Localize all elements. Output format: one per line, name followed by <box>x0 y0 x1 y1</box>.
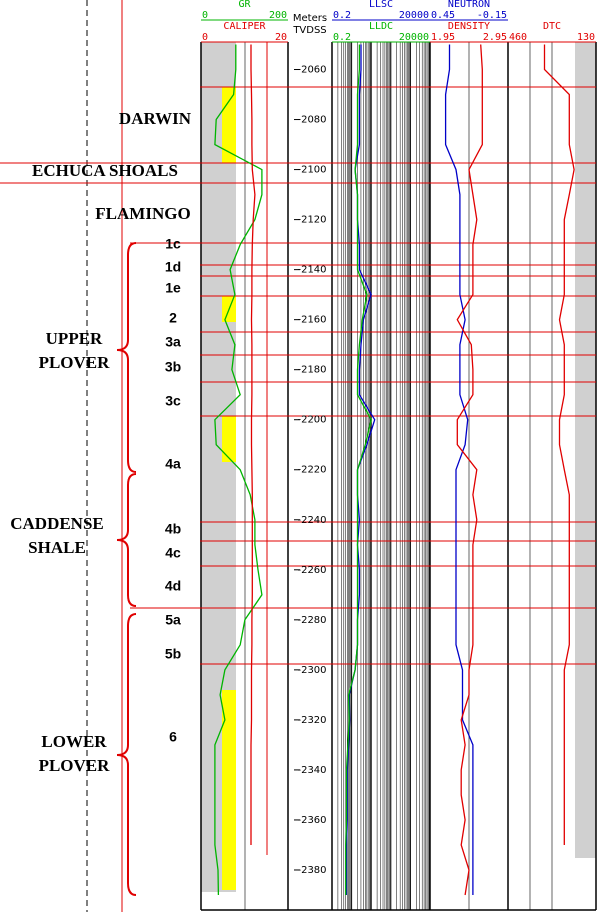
depth-label: -2240 <box>297 515 326 526</box>
zone-label: 3b <box>165 359 181 375</box>
scale-max: 2.95 <box>483 32 507 43</box>
depth-label: -2100 <box>297 165 326 176</box>
depth-label: -2300 <box>297 665 326 676</box>
zone-label: 4d <box>165 578 181 594</box>
depth-label: -2260 <box>297 565 326 576</box>
scale-max: 20000 <box>399 32 429 43</box>
curve-name: CALIPER <box>223 21 266 32</box>
zone-label: 2 <box>169 310 177 326</box>
depth-label: -2380 <box>297 865 326 876</box>
scale-min: 460 <box>509 32 527 43</box>
depth-unit: Meters <box>293 13 327 24</box>
curve-name: NEUTRON <box>448 0 490 10</box>
zone-label: 4b <box>165 521 181 537</box>
scale-min: 0 <box>202 10 208 21</box>
depth-label: -2080 <box>297 115 326 126</box>
curve <box>444 44 474 895</box>
scale-max: 20000 <box>399 10 429 21</box>
curve-name: DENSITY <box>448 21 490 32</box>
scale-min: 0.2 <box>333 10 351 21</box>
depth-label: -2200 <box>297 415 326 426</box>
formation-label: ECHUCA SHOALS <box>32 161 178 180</box>
curve <box>214 44 263 896</box>
zone-label: 6 <box>169 729 177 745</box>
formation-label: SHALE <box>28 538 86 557</box>
formation-label: FLAMINGO <box>95 204 190 223</box>
zone-label: 5b <box>165 646 181 662</box>
curve <box>250 44 256 845</box>
depth-label: -2060 <box>297 65 326 76</box>
sand-fill <box>222 690 236 890</box>
zone-label: 5a <box>165 612 181 628</box>
curve <box>345 44 372 895</box>
depth-label: -2320 <box>297 715 326 726</box>
scale-max: 130 <box>577 32 595 43</box>
depth-label: -2340 <box>297 765 326 776</box>
formation-label: PLOVER <box>39 353 111 372</box>
scale-max: 20 <box>275 32 287 43</box>
bracket <box>116 473 137 607</box>
depth-label: -2180 <box>297 365 326 376</box>
zone-label: 1d <box>165 259 181 275</box>
curve-name: LLDC <box>369 21 393 32</box>
depth-label: -2360 <box>297 815 326 826</box>
bracket <box>116 613 137 896</box>
formation-label: DARWIN <box>119 109 192 128</box>
formation-label: UPPER <box>46 329 103 348</box>
scale-max: 200 <box>269 10 287 21</box>
curve-name: GR <box>238 0 251 10</box>
bracket <box>116 242 137 473</box>
formation-label: PLOVER <box>39 756 111 775</box>
scale-min: 1.95 <box>431 32 455 43</box>
depth-label: -2120 <box>297 215 326 226</box>
scale-min: 0.45 <box>431 10 455 21</box>
depth-label: -2160 <box>297 315 326 326</box>
formation-label: CADDENSE <box>10 514 104 533</box>
scale-min: 0 <box>202 32 208 43</box>
shading <box>575 42 596 858</box>
formation-label: LOWER <box>41 732 107 751</box>
scale-min: 0.2 <box>333 32 351 43</box>
curve <box>543 44 575 845</box>
curve <box>456 44 483 896</box>
depth-datum: TVDSS <box>292 25 326 36</box>
curve-name: DTC <box>543 21 561 32</box>
zone-label: 4a <box>165 456 181 472</box>
depth-label: -2220 <box>297 465 326 476</box>
zone-label: 3a <box>165 334 181 350</box>
zone-label: 4c <box>165 545 181 561</box>
zone-label: 3c <box>165 393 181 409</box>
scale-max: -0.15 <box>477 10 507 21</box>
depth-label: -2280 <box>297 615 326 626</box>
curve-name: LLSC <box>369 0 393 10</box>
depth-label: -2140 <box>297 265 326 276</box>
zone-label: 1c <box>165 236 181 252</box>
zone-label: 1e <box>165 280 181 296</box>
sand-fill <box>222 416 236 462</box>
